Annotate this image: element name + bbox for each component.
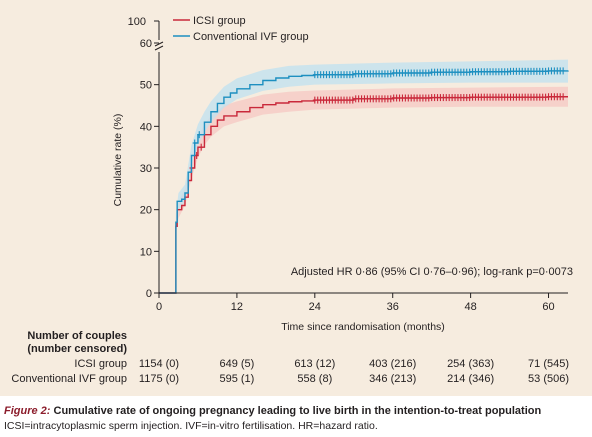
legend-label-ivf: Conventional IVF group xyxy=(193,31,309,43)
legend-label-icsi: ICSI group xyxy=(193,15,246,27)
legend: ICSI group Conventional IVF group xyxy=(173,15,309,43)
risk-row-label-ivf: Conventional IVF group xyxy=(11,373,127,385)
risk-cell: 649 (5) xyxy=(219,358,254,370)
risk-cell: 346 (213) xyxy=(369,373,416,385)
y-axis-break-mark xyxy=(154,41,164,47)
figure-footnote: ICSI=intracytoplasmic sperm injection. I… xyxy=(4,420,378,432)
x-axis-title: Time since randomisation (months) xyxy=(281,321,445,333)
y-tick-label: 10 xyxy=(140,246,152,258)
y-tick-label: 20 xyxy=(140,205,152,217)
risk-cell: 403 (216) xyxy=(369,358,416,370)
risk-table-heading-line2: (number censored) xyxy=(27,343,127,355)
censor-marks-icsi xyxy=(189,93,566,172)
hazard-ratio-annotation: Adjusted HR 0·86 (95% CI 0·76–0·96); log… xyxy=(291,266,573,278)
risk-cell: 254 (363) xyxy=(447,358,494,370)
y-break-label: 100 xyxy=(128,16,146,28)
risk-table: Number of couples (number censored) ICSI… xyxy=(11,330,569,385)
y-axis-title: Cumulative rate (%) xyxy=(112,114,124,207)
x-tick-label: 48 xyxy=(464,301,476,313)
risk-table-heading-line1: Number of couples xyxy=(27,330,127,342)
y-tick-label: 50 xyxy=(140,80,152,92)
plot-area xyxy=(159,59,569,294)
y-tick-label: 30 xyxy=(140,163,152,175)
figure-label: Figure 2: xyxy=(4,405,51,417)
risk-cell: 53 (506) xyxy=(528,373,569,385)
risk-cell: 613 (12) xyxy=(294,358,335,370)
y-tick-label: 0 xyxy=(146,288,152,300)
risk-cell: 1175 (0) xyxy=(139,373,179,385)
risk-row-label-icsi: ICSI group xyxy=(74,358,127,370)
x-tick-label: 12 xyxy=(231,301,243,313)
x-tick-label: 24 xyxy=(309,301,321,313)
y-axis-break-mark xyxy=(154,45,164,51)
risk-cell: 71 (545) xyxy=(528,358,569,370)
y-tick-label: 40 xyxy=(140,121,152,133)
figure-title: Cumulative rate of ongoing pregnancy lea… xyxy=(53,405,542,417)
risk-cell: 595 (1) xyxy=(219,373,254,385)
y-tick-label: 60 xyxy=(140,38,152,50)
ci-band-icsi xyxy=(175,86,568,235)
survival-chart: 0 10 20 30 40 50 60 0 12 24 36 48 60 Cumulative rate… xyxy=(11,15,573,385)
risk-cell: 558 (8) xyxy=(297,373,332,385)
x-tick-label: 60 xyxy=(542,301,554,313)
risk-cell: 1154 (0) xyxy=(139,358,179,370)
x-tick-label: 0 xyxy=(156,301,162,313)
censor-marks-ivf xyxy=(192,67,566,147)
figure-caption: Figure 2: Cumulative rate of ongoing pre… xyxy=(0,396,592,437)
axes: 0 10 20 30 40 50 60 0 12 24 36 48 60 xyxy=(140,20,568,313)
caption-title-line: Figure 2: Cumulative rate of ongoing pre… xyxy=(4,405,541,417)
risk-values: 1154 (0) 649 (5) 613 (12) 403 (216) 254 (363… xyxy=(139,358,569,385)
risk-cell: 214 (346) xyxy=(447,373,494,385)
x-tick-label: 36 xyxy=(387,301,399,313)
ci-band-ivf xyxy=(175,59,568,231)
